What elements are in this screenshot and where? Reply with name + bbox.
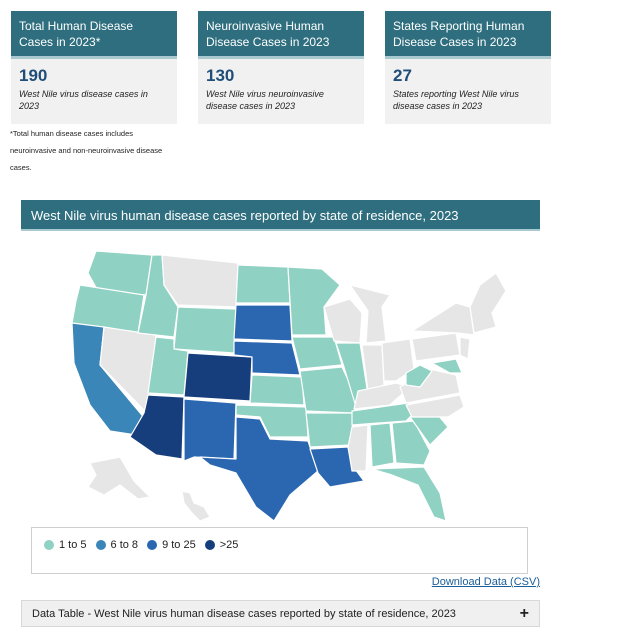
state-tx[interactable] [199, 416, 319, 522]
card-description: West Nile virus neuroinvasive disease ca… [206, 89, 324, 111]
stat-card-total: Total Human Disease Cases in 2023* 190 W… [11, 11, 177, 124]
card-title: Neuroinvasive Human Disease Cases in 202… [198, 11, 364, 59]
legend-label: >25 [219, 539, 239, 551]
state-az[interactable] [129, 394, 185, 460]
data-table-accordion[interactable]: Data Table - West Nile virus human disea… [21, 600, 540, 627]
legend-label: 6 to 8 [110, 539, 139, 551]
state-mt[interactable] [161, 254, 239, 308]
legend-swatch [95, 540, 106, 550]
download-data-link[interactable]: Download Data (CSV) [431, 576, 540, 588]
state-co[interactable] [183, 352, 253, 402]
card-description: States reporting West Nile virus disease… [393, 89, 519, 111]
state-sd[interactable] [233, 304, 293, 342]
state-ne[interactable] [233, 340, 301, 376]
card-body: 27 States reporting West Nile virus dise… [385, 59, 551, 124]
card-title: States Reporting Human Disease Cases in … [385, 11, 551, 59]
legend-item: 1 to 5 [44, 539, 87, 551]
card-value: 130 [206, 66, 235, 85]
state-hi[interactable] [181, 490, 211, 522]
stat-card-neuroinvasive: Neuroinvasive Human Disease Cases in 202… [198, 11, 364, 124]
state-ar[interactable] [305, 412, 355, 448]
state-ut[interactable] [147, 336, 189, 396]
state-mi[interactable] [349, 284, 391, 344]
state-wy[interactable] [173, 306, 237, 354]
state-wi[interactable] [323, 298, 363, 344]
stat-card-states: States Reporting Human Disease Cases in … [385, 11, 551, 124]
state-nc[interactable] [405, 394, 465, 418]
state-nd[interactable] [235, 264, 291, 304]
legend-label: 1 to 5 [59, 539, 87, 551]
us-choropleth-map[interactable] [60, 245, 530, 530]
state-oh[interactable] [381, 338, 415, 382]
card-body: 130 West Nile virus neuroinvasive diseas… [198, 59, 364, 124]
legend-swatch [204, 540, 215, 550]
state-ia[interactable] [291, 336, 343, 370]
state-ny[interactable] [411, 302, 475, 336]
state-ak[interactable] [87, 456, 151, 500]
state-fl[interactable] [371, 466, 447, 522]
card-value: 27 [393, 66, 412, 85]
map-legend: 1 to 5 6 to 8 9 to 25 >25 [31, 527, 528, 574]
legend-item: 6 to 8 [95, 539, 139, 551]
state-nm[interactable] [183, 398, 237, 462]
states-group [71, 250, 507, 522]
state-ky[interactable] [353, 382, 411, 410]
legend-item: >25 [204, 539, 239, 551]
state-ga[interactable] [391, 420, 431, 466]
state-al[interactable] [369, 422, 395, 468]
state-pa[interactable] [411, 332, 461, 362]
state-nj[interactable] [459, 336, 471, 360]
accordion-label: Data Table - West Nile virus human disea… [32, 607, 456, 620]
plus-icon[interactable]: + [519, 604, 529, 622]
card-title: Total Human Disease Cases in 2023* [11, 11, 177, 59]
state-wv[interactable] [405, 364, 433, 388]
legend-label: 9 to 25 [162, 539, 196, 551]
footnote: *Total human disease cases includes neur… [10, 129, 163, 172]
legend-swatch [147, 540, 158, 550]
legend-item: 9 to 25 [147, 539, 196, 551]
state-ks[interactable] [249, 374, 305, 406]
card-description: West Nile virus disease cases in 2023 [19, 89, 148, 111]
state-new-england[interactable] [469, 272, 507, 334]
state-md[interactable] [431, 358, 463, 374]
card-value: 190 [19, 66, 48, 85]
legend-swatch [44, 540, 54, 550]
state-ms[interactable] [347, 424, 369, 472]
card-body: 190 West Nile virus disease cases in 202… [11, 59, 177, 124]
map-title: West Nile virus human disease cases repo… [21, 200, 540, 231]
